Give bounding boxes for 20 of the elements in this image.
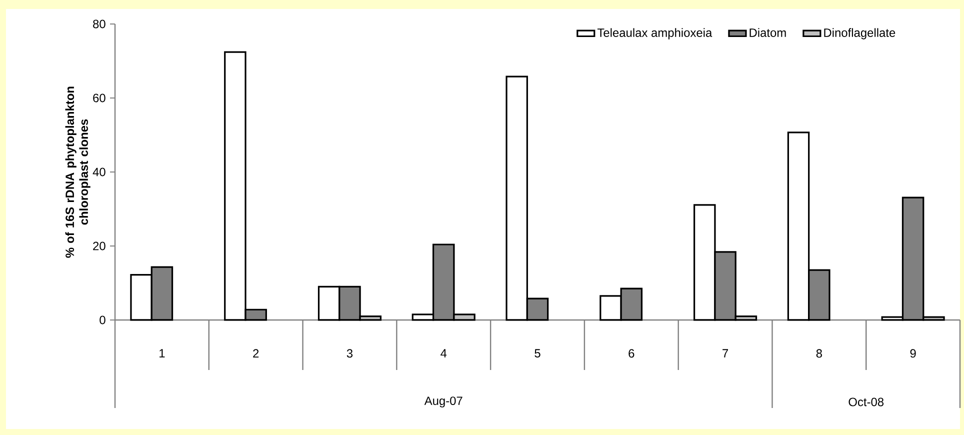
legend-label: Teleaulax amphioxeia	[597, 28, 712, 40]
x-tick-label: 9	[910, 349, 916, 358]
legend-label: Dinoflagellate	[824, 28, 896, 40]
y-tick-label: 40	[92, 168, 106, 176]
y-tick-label: 20	[93, 242, 106, 250]
legend-label: Diatom	[750, 28, 786, 37]
x-tick-label: 6	[628, 349, 634, 358]
x-tick-label: 1	[160, 349, 165, 358]
y-tick-label: 0	[100, 316, 106, 324]
text: Aug-07	[424, 396, 462, 408]
y-tick-label: 60	[93, 94, 106, 102]
y-axis-title: % of 16S rDNA phytoplankton chloroplast clones	[65, 86, 90, 258]
text: Oct-08	[848, 398, 884, 406]
x-tick-label: 4	[440, 349, 447, 358]
y-tick-label: 80	[93, 20, 106, 28]
x-tick-label: 5	[534, 349, 540, 358]
x-tick-label: 7	[722, 349, 728, 358]
x-tick-label: 2	[253, 349, 259, 358]
x-tick-label: 8	[816, 349, 822, 358]
x-tick-label: 3	[346, 349, 353, 358]
